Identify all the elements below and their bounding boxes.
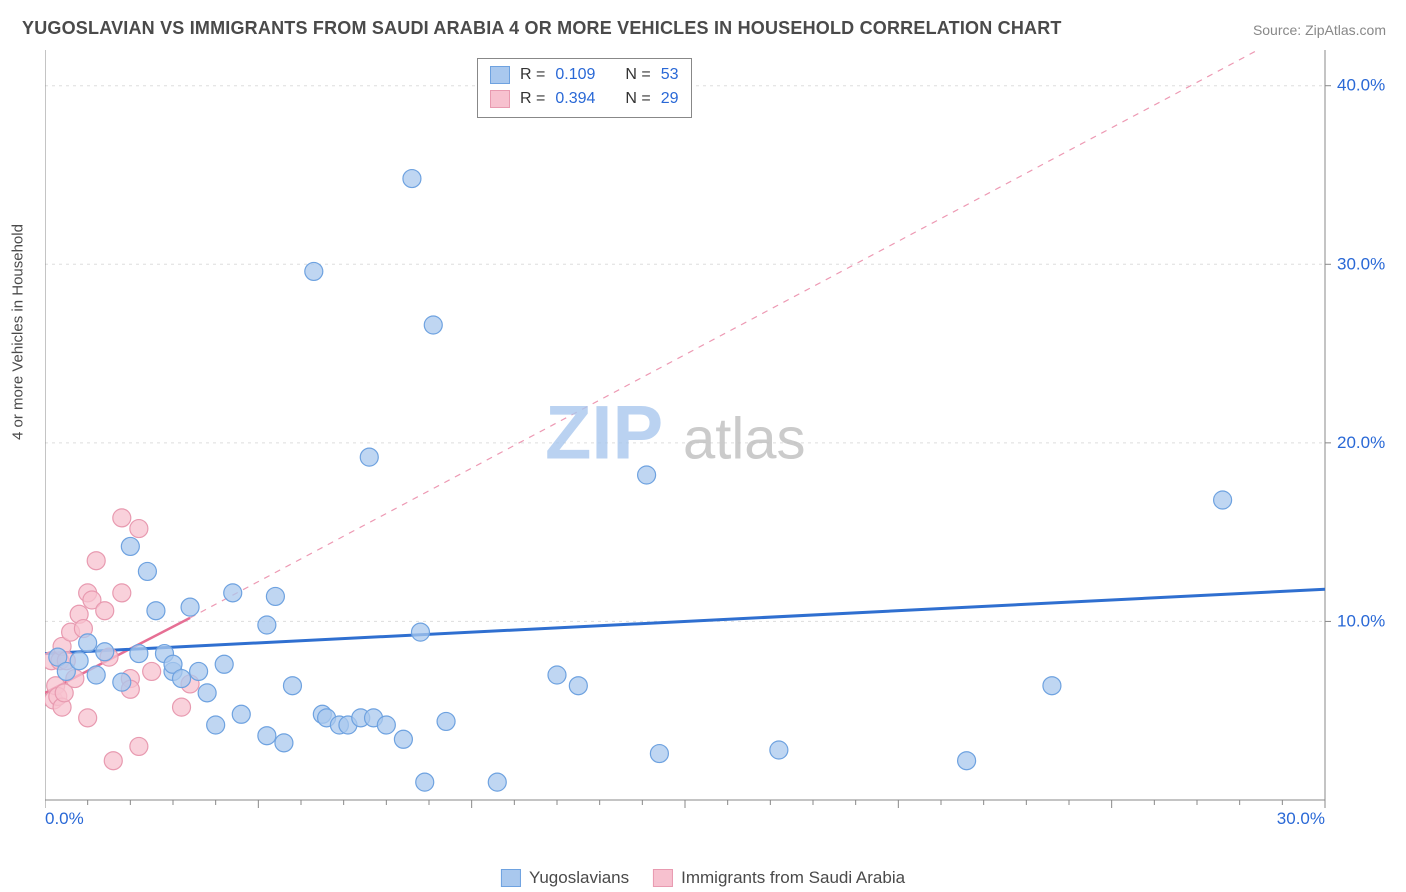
r-value-1: 0.109 — [555, 66, 595, 84]
n-value-2: 29 — [661, 90, 679, 108]
swatch-series1 — [490, 66, 510, 84]
correlation-stats-box: R = 0.109 N = 53 R = 0.394 N = 29 — [477, 58, 692, 118]
svg-text:30.0%: 30.0% — [1277, 809, 1325, 828]
svg-text:40.0%: 40.0% — [1337, 76, 1385, 95]
legend: Yugoslavians Immigrants from Saudi Arabi… — [501, 868, 905, 888]
r-value-2: 0.394 — [555, 90, 595, 108]
r-label-2: R = — [520, 90, 545, 108]
n-value-1: 53 — [661, 66, 679, 84]
legend-swatch-series2 — [653, 869, 673, 887]
stats-row-series1: R = 0.109 N = 53 — [490, 63, 679, 87]
svg-text:0.0%: 0.0% — [45, 809, 84, 828]
swatch-series2 — [490, 90, 510, 108]
svg-text:20.0%: 20.0% — [1337, 433, 1385, 452]
legend-swatch-series1 — [501, 869, 521, 887]
chart-title: YUGOSLAVIAN VS IMMIGRANTS FROM SAUDI ARA… — [22, 18, 1062, 39]
scatter-plot: 10.0% 20.0% 30.0% 40.0% 0.0% 30.0% — [45, 50, 1385, 830]
stats-row-series2: R = 0.394 N = 29 — [490, 87, 679, 111]
n-label-1: N = — [625, 66, 650, 84]
legend-label-series2: Immigrants from Saudi Arabia — [681, 868, 905, 888]
source-attribution: Source: ZipAtlas.com — [1253, 22, 1386, 38]
svg-text:30.0%: 30.0% — [1337, 254, 1385, 273]
n-label-2: N = — [625, 90, 650, 108]
legend-label-series1: Yugoslavians — [529, 868, 629, 888]
legend-item-series2: Immigrants from Saudi Arabia — [653, 868, 905, 888]
svg-text:10.0%: 10.0% — [1337, 611, 1385, 630]
legend-item-series1: Yugoslavians — [501, 868, 629, 888]
chart-area: 10.0%20.0%30.0%40.0%0.0%30.0% ZIP atlas … — [45, 50, 1385, 830]
y-axis-label: 4 or more Vehicles in Household — [10, 224, 27, 440]
r-label-1: R = — [520, 66, 545, 84]
